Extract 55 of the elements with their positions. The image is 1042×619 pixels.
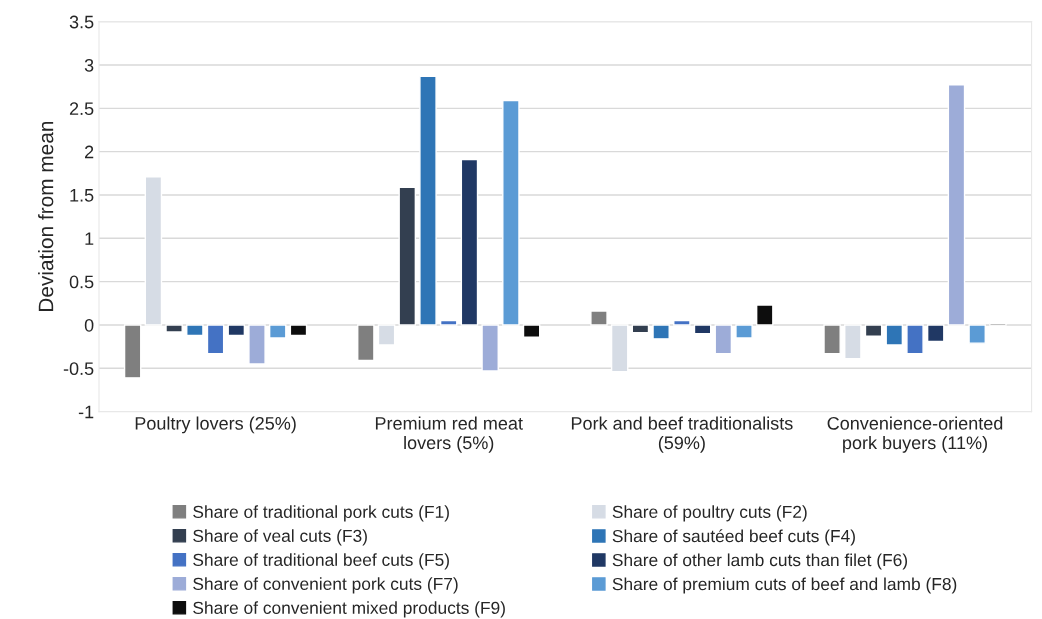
y-tick-label: 1 [85, 232, 94, 245]
bar [248, 324, 266, 365]
bar [227, 324, 246, 337]
bar [481, 324, 499, 372]
legend-label: Share of traditional beef cuts (F5) [193, 553, 449, 570]
bar [693, 324, 712, 335]
bar [631, 324, 650, 334]
bar [968, 324, 986, 344]
bar [439, 319, 458, 326]
bar [673, 319, 691, 326]
bar [419, 75, 437, 326]
y-tick-label: 2.5 [69, 102, 94, 116]
bar [714, 324, 733, 355]
bar [502, 99, 520, 326]
bar [885, 324, 904, 346]
y-tick-label: 3 [84, 58, 94, 72]
y-axis-title: Deviation from mean [38, 121, 54, 312]
bar [165, 324, 183, 333]
bar [357, 324, 375, 362]
legend-label: Share of other lamb cuts than filet (F6) [612, 553, 908, 570]
x-tick-label: Premium red meat lovers (5%) [375, 416, 523, 453]
legend-label: Share of veal cuts (F3) [193, 529, 367, 546]
legend-label: Share of convenient mixed products (F9) [193, 601, 505, 618]
legend-label: Share of convenient pork cuts (F7) [193, 577, 458, 594]
y-tick-label: 1.5 [70, 189, 94, 202]
bar [823, 324, 841, 355]
x-tick-label: Poultry lovers (25%) [135, 416, 296, 434]
bar [460, 158, 479, 326]
y-tick-label: 0.5 [69, 275, 94, 289]
legend-label: Share of sautéed beef cuts (F4) [612, 529, 855, 546]
bar [289, 324, 308, 337]
y-tick-label: 2 [85, 145, 94, 159]
bar [652, 324, 670, 340]
bar [206, 324, 225, 355]
bar [590, 310, 608, 326]
y-tick-label: 3.5 [69, 15, 94, 29]
x-tick-label: Pork and beef traditionalists (59%) [571, 416, 793, 453]
x-tick-label: Convenience-oriented pork buyers (11%) [827, 416, 1003, 453]
bar [926, 324, 945, 343]
legend-label: Share of poultry cuts (F2) [612, 505, 807, 522]
legend-label: Share of traditional pork cuts (F1) [193, 505, 449, 522]
y-tick-label: -1 [78, 405, 94, 419]
bar [522, 324, 541, 338]
bar [735, 324, 753, 339]
bar [947, 84, 966, 326]
bar [186, 324, 204, 337]
bar [864, 324, 883, 337]
bar [398, 186, 417, 326]
bar [123, 324, 142, 379]
legend-label: Share of premium cuts of beef and lamb (F8) [612, 577, 957, 594]
bar [906, 324, 924, 355]
bar [755, 304, 774, 326]
bar [268, 324, 287, 339]
y-tick-label: -0.5 [63, 362, 94, 376]
y-tick-label: 0 [84, 318, 94, 332]
